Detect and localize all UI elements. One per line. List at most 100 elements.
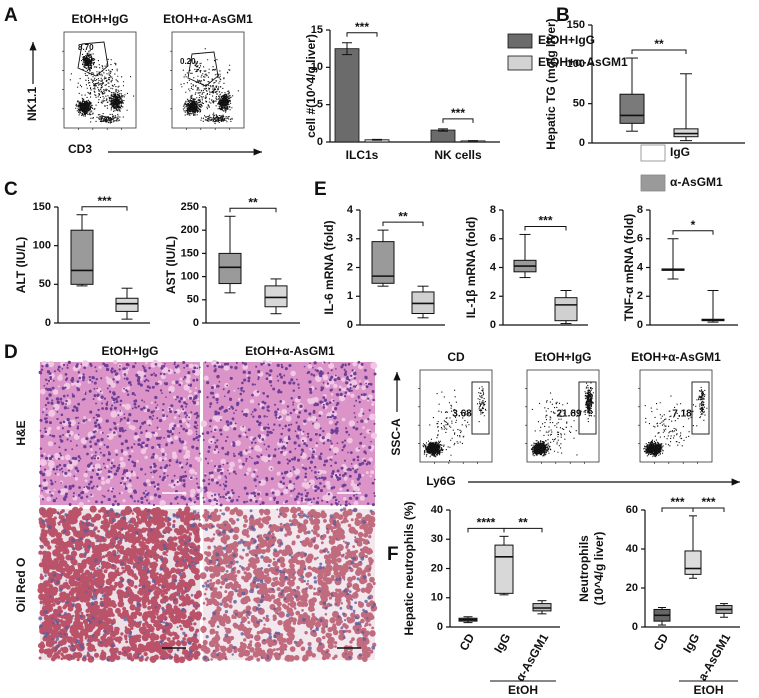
histology-nuclei (201, 360, 377, 507)
flow-events (530, 382, 595, 457)
y-tick-label: 15 (311, 24, 323, 36)
y-tick-label: 0 (317, 136, 323, 148)
box (684, 550, 702, 575)
significance-label: *** (451, 106, 465, 120)
y-tick-label: 6 (490, 233, 496, 245)
flow-events (422, 386, 487, 462)
histology-column-title: EtOH+α-AsGM1 (245, 344, 335, 358)
flow-title: EtOH+α-AsGM1 (631, 350, 721, 364)
y-tick-label: 0 (632, 621, 638, 633)
box (264, 285, 288, 308)
significance-label: * (691, 218, 696, 232)
box (371, 241, 395, 284)
x-tick-label: α-AsGM1 (513, 631, 552, 684)
x-tick-label: IgG (680, 631, 702, 655)
error-bar (468, 140, 478, 142)
y-tick-label: 6 (637, 233, 643, 245)
flow-y-label: SSC-A (389, 418, 403, 456)
y-tick-label: 8 (637, 204, 643, 216)
y-tick-label: 200 (181, 224, 199, 236)
y-tick-label: 0 (193, 317, 199, 329)
flow-title: CD (447, 350, 465, 364)
y-tick-label: 0 (347, 319, 353, 331)
y-axis-label: IL-6 mRNA (fold) (322, 220, 336, 314)
histology-texture (39, 359, 203, 508)
significance-bracket (692, 507, 725, 512)
flow-x-label: Ly6G (426, 474, 456, 488)
error-bar (342, 42, 352, 56)
y-tick-label: 0 (490, 319, 496, 331)
panel-label: C (4, 179, 18, 200)
y-axis-label: AST (IU/L) (164, 236, 178, 294)
y-axis-label: Hepatic TG (mg/g liver) (544, 18, 558, 149)
significance-bracket (524, 225, 567, 231)
flow-events (643, 386, 708, 458)
significance-label: *** (355, 20, 369, 34)
significance-bracket (229, 207, 277, 213)
legend-label: α-AsGM1 (670, 175, 723, 189)
x-tick-label: ILC1s (346, 148, 379, 162)
y-tick-label: 4 (347, 204, 354, 216)
y-tick-label: 4 (490, 261, 497, 273)
y-tick-label: 250 (181, 201, 199, 213)
x-tick-label: NK cells (434, 148, 482, 162)
significance-label: *** (97, 194, 111, 208)
y-tick-label: 40 (626, 543, 638, 555)
histology-row-title: Oil Red O (14, 558, 28, 613)
flow-x-label: CD3 (68, 142, 92, 156)
panel-label: B (556, 5, 570, 26)
flow-title: EtOH+IgG (534, 350, 591, 364)
error-bar (372, 138, 382, 141)
significance-bracket (442, 118, 474, 123)
y-tick-label: 0 (45, 317, 51, 329)
y-axis-label: Neutrophils (577, 535, 591, 602)
y-tick-label: 100 (567, 58, 585, 70)
panel-label: A (4, 5, 18, 26)
y-axis-label: TNF-α mRNA (fold) (622, 214, 636, 322)
error-bar (438, 128, 448, 132)
legend-swatch (640, 174, 666, 192)
y-tick-label: 20 (626, 582, 638, 594)
y-tick-label: 5 (317, 99, 323, 111)
significance-bracket (631, 49, 687, 55)
histology-row-title: H&E (14, 420, 28, 445)
y-tick-label: 150 (181, 247, 199, 259)
flow-title: EtOH+IgG (71, 12, 128, 26)
histology-texture (200, 359, 378, 507)
significance-bracket (382, 221, 424, 227)
significance-label: *** (538, 214, 552, 228)
bar (430, 129, 456, 143)
box (218, 252, 242, 285)
box (554, 297, 578, 322)
y-tick-label: 50 (39, 278, 51, 290)
significance-bracket (672, 230, 714, 235)
x-tick-label: CD (651, 631, 672, 653)
y-tick-label: 40 (431, 504, 443, 516)
flow-gate (578, 381, 597, 435)
y-tick-label: 50 (573, 98, 585, 110)
gate-percent: 21.89 (556, 409, 581, 420)
legend-label: EtOH+IgG (538, 33, 595, 47)
y-axis-label: (10^4/g liver) (592, 532, 606, 606)
legend-swatch (507, 55, 533, 71)
gate-percent: 8.70 (78, 43, 94, 52)
flow-title: EtOH+α-AsGM1 (163, 12, 253, 26)
y-tick-label: 1 (347, 290, 353, 302)
y-tick-label: 2 (490, 290, 496, 302)
group-label: EtOH (508, 683, 538, 697)
significance-bracket (81, 206, 128, 211)
y-tick-label: 0 (579, 137, 585, 149)
legend-label: EtOH+α-AsGM1 (538, 55, 628, 69)
y-tick-label: 2 (637, 290, 643, 302)
lipid-droplets (199, 506, 378, 663)
y-tick-label: 0 (437, 621, 443, 633)
legend-label: IgG (670, 145, 690, 159)
y-tick-label: 100 (181, 271, 199, 283)
lipid-droplets (37, 505, 204, 664)
significance-label: ** (518, 515, 528, 529)
x-tick-label: IgG (491, 631, 513, 655)
significance-label: ** (398, 209, 408, 223)
y-axis-label: ALT (IU/L) (14, 237, 28, 293)
significance-label: ** (654, 37, 664, 51)
